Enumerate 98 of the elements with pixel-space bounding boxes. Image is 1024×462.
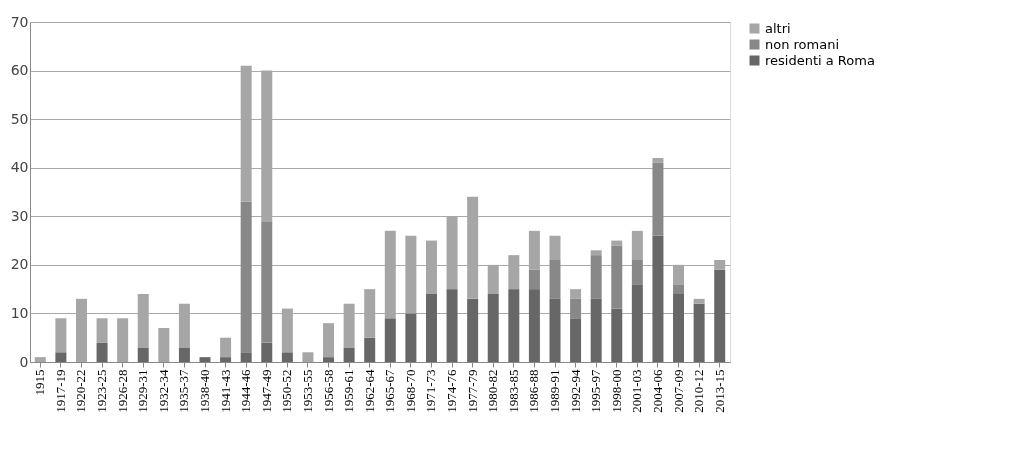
bar bbox=[714, 269, 726, 362]
legend-label: altri bbox=[765, 20, 791, 36]
x-tick-label: 2007-09 bbox=[670, 369, 686, 413]
bar bbox=[528, 289, 540, 362]
x-tick-label: 2013-15 bbox=[711, 369, 727, 413]
bar bbox=[343, 347, 355, 362]
y-tick-label: 30 bbox=[10, 207, 29, 224]
bar bbox=[570, 298, 582, 319]
bar bbox=[590, 255, 602, 299]
x-tick-label: 1926-28 bbox=[114, 369, 130, 413]
bar bbox=[570, 318, 582, 362]
x-tick-label: 1971-73 bbox=[423, 369, 439, 413]
bar bbox=[261, 342, 273, 362]
y-tick-label: 40 bbox=[10, 159, 29, 176]
x-tick-label: 1977-79 bbox=[464, 369, 480, 413]
bar bbox=[364, 337, 376, 362]
bar bbox=[590, 298, 602, 362]
bar bbox=[693, 298, 705, 304]
x-tick-label: 2004-06 bbox=[649, 369, 665, 413]
bar bbox=[96, 342, 108, 362]
bar bbox=[405, 313, 417, 362]
x-tick-label: 1938-40 bbox=[197, 369, 212, 413]
bar bbox=[652, 235, 664, 362]
x-tick-label: 2001-03 bbox=[629, 369, 645, 413]
x-tick-label: 1929-31 bbox=[135, 369, 151, 413]
bar bbox=[631, 230, 643, 260]
x-tick-label: 1935-37 bbox=[176, 369, 192, 413]
bar bbox=[302, 352, 314, 362]
bar bbox=[199, 357, 211, 362]
x-tick-label: 1998-00 bbox=[608, 369, 624, 413]
x-tick-label: 1917-19 bbox=[52, 369, 68, 413]
bar bbox=[631, 284, 643, 362]
x-tick-label: 1965-67 bbox=[382, 369, 398, 413]
bar bbox=[281, 352, 293, 362]
x-tick-label: 1915 bbox=[32, 369, 48, 396]
legend-label: non romani bbox=[765, 36, 840, 52]
y-tick-label: 50 bbox=[10, 110, 29, 127]
x-tick-label: 1944-46 bbox=[238, 369, 254, 413]
bar bbox=[590, 250, 602, 256]
bar bbox=[528, 269, 540, 290]
bar bbox=[508, 289, 520, 362]
y-tick-label: 10 bbox=[10, 304, 29, 321]
y-tick-label: 60 bbox=[10, 62, 29, 79]
bar bbox=[261, 221, 273, 343]
bar bbox=[117, 318, 129, 362]
x-tick-label: 1959-61 bbox=[341, 369, 357, 413]
x-tick-label: 1962-64 bbox=[361, 369, 377, 413]
bar bbox=[611, 308, 623, 362]
x-tick-label: 1968-70 bbox=[402, 369, 418, 413]
x-tick-label: 1992-94 bbox=[567, 369, 583, 413]
bar bbox=[220, 337, 232, 358]
bar bbox=[446, 289, 458, 362]
x-tick-label: 1956-58 bbox=[320, 369, 336, 413]
bar bbox=[96, 318, 108, 343]
y-tick-label: 70 bbox=[10, 13, 29, 30]
x-tick-label: 1941-43 bbox=[217, 369, 233, 413]
bar bbox=[652, 162, 664, 236]
x-tick-label: 1983-85 bbox=[505, 369, 521, 413]
bar bbox=[611, 245, 623, 309]
bar bbox=[549, 298, 561, 362]
bar bbox=[570, 289, 582, 299]
bar bbox=[240, 352, 252, 362]
x-tick-label: 1989-91 bbox=[547, 369, 562, 413]
bar bbox=[323, 323, 335, 358]
x-tick-label: 1986-88 bbox=[526, 369, 542, 413]
bar bbox=[55, 352, 67, 362]
bar bbox=[158, 328, 170, 362]
bar bbox=[673, 284, 685, 294]
bar bbox=[549, 235, 561, 260]
y-tick-label: 0 bbox=[19, 353, 29, 370]
legend-label: residenti a Roma bbox=[765, 52, 875, 68]
bar bbox=[549, 260, 561, 299]
bar bbox=[323, 357, 335, 362]
bar bbox=[384, 318, 396, 362]
bar bbox=[673, 294, 685, 362]
x-tick-label: 1920-22 bbox=[73, 369, 89, 413]
bar bbox=[34, 357, 46, 362]
x-tick-label: 1974-76 bbox=[444, 369, 460, 413]
x-tick-label: 1953-55 bbox=[299, 369, 315, 413]
bar bbox=[220, 357, 232, 362]
x-tick-label: 1995-97 bbox=[588, 369, 604, 413]
bar bbox=[425, 294, 437, 362]
x-tick-label: 1923-25 bbox=[94, 369, 110, 413]
x-tick-label: 1947-49 bbox=[258, 369, 274, 413]
bar bbox=[487, 294, 499, 362]
bar bbox=[652, 158, 664, 163]
x-tick-label: 1950-52 bbox=[279, 369, 295, 413]
x-tick-label: 2010-12 bbox=[691, 369, 707, 413]
bar bbox=[693, 303, 705, 362]
x-tick-label: 1932-34 bbox=[155, 369, 171, 413]
bar bbox=[467, 298, 479, 362]
bar bbox=[137, 347, 149, 362]
bar bbox=[240, 201, 252, 353]
bar bbox=[631, 260, 643, 285]
bar bbox=[55, 318, 67, 353]
bar bbox=[178, 347, 190, 362]
x-tick-label: 1980-82 bbox=[485, 369, 501, 413]
y-tick-label: 20 bbox=[10, 256, 29, 273]
